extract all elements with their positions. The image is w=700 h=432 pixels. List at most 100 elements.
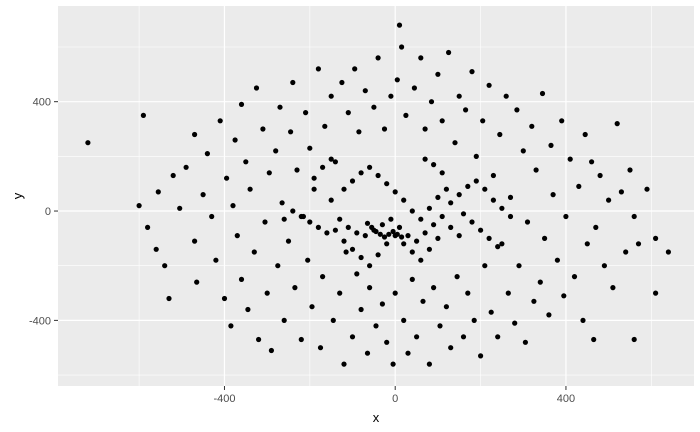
data-point (411, 85, 417, 91)
major-gridlines (58, 6, 694, 386)
data-point (426, 361, 432, 367)
data-point (495, 244, 501, 250)
data-point (409, 208, 415, 214)
x-axis-title: x (373, 410, 380, 425)
data-point (482, 263, 488, 269)
data-point (324, 230, 330, 236)
data-point (292, 285, 298, 291)
data-point (392, 189, 398, 195)
data-point (618, 189, 625, 195)
data-point (298, 336, 304, 343)
data-point (405, 233, 411, 239)
data-point (238, 101, 245, 107)
data-point (486, 235, 492, 241)
data-point (512, 320, 518, 326)
data-point (401, 197, 407, 203)
data-point (431, 285, 437, 291)
data-point (653, 235, 659, 241)
data-point (507, 194, 514, 200)
data-point (140, 112, 146, 118)
data-point (379, 301, 385, 307)
data-point (281, 317, 287, 323)
data-point (435, 235, 441, 241)
data-point (371, 104, 377, 110)
data-point (448, 345, 454, 351)
data-point (463, 107, 469, 113)
data-point (375, 252, 381, 258)
data-point (435, 71, 441, 77)
data-point (559, 118, 565, 124)
data-point (597, 172, 603, 179)
data-point (437, 323, 443, 329)
data-point (362, 88, 368, 94)
data-point (614, 121, 620, 127)
data-point (409, 276, 415, 282)
data-point (320, 274, 326, 280)
data-point (373, 228, 379, 235)
data-point (480, 118, 486, 124)
data-point (384, 181, 390, 187)
data-point (418, 216, 424, 222)
data-point (268, 347, 274, 354)
data-point (384, 339, 390, 345)
data-point (394, 77, 400, 83)
data-point (166, 295, 172, 302)
data-point (247, 186, 253, 192)
data-point (200, 192, 206, 198)
data-point (309, 304, 315, 310)
data-point (384, 241, 390, 247)
data-point (490, 197, 496, 203)
data-point (375, 172, 381, 179)
data-point (488, 309, 494, 315)
data-point (253, 85, 260, 91)
data-point (507, 213, 514, 220)
data-point (635, 241, 642, 247)
data-point (320, 164, 326, 170)
data-point (548, 142, 554, 148)
data-point (454, 274, 460, 280)
data-point (251, 249, 257, 255)
data-point (486, 82, 492, 88)
data-point (388, 216, 394, 222)
y-tick-label: -400 (29, 315, 51, 327)
data-point (373, 323, 379, 329)
data-point (328, 93, 334, 99)
data-point (345, 110, 351, 116)
data-point (307, 219, 313, 225)
data-point (390, 361, 396, 367)
data-point (275, 263, 281, 269)
data-point (495, 334, 501, 340)
data-point (478, 227, 484, 233)
data-point (349, 334, 356, 340)
data-point (448, 224, 454, 230)
data-point (478, 353, 484, 359)
data-point (317, 345, 324, 351)
data-point (409, 249, 415, 255)
data-point (341, 238, 347, 244)
data-point (446, 49, 452, 56)
data-point (273, 148, 279, 154)
data-point (153, 246, 159, 252)
data-point (364, 350, 371, 356)
data-point (386, 231, 392, 237)
data-point (542, 235, 548, 241)
data-point (482, 186, 488, 192)
data-point (294, 167, 300, 173)
data-point (456, 192, 462, 198)
y-axis-ticks: -400 0 400 (29, 97, 58, 327)
data-point (260, 126, 266, 132)
data-point (311, 175, 317, 181)
data-point (337, 290, 343, 296)
data-point (277, 104, 283, 110)
data-point (238, 276, 245, 282)
data-point (414, 238, 420, 244)
data-point (435, 194, 441, 200)
data-point (473, 178, 479, 184)
data-point (439, 118, 445, 124)
data-point (183, 164, 189, 170)
data-points (85, 22, 672, 367)
data-point (339, 79, 345, 86)
data-point (665, 249, 672, 255)
data-point (234, 233, 240, 239)
data-point (426, 246, 432, 252)
